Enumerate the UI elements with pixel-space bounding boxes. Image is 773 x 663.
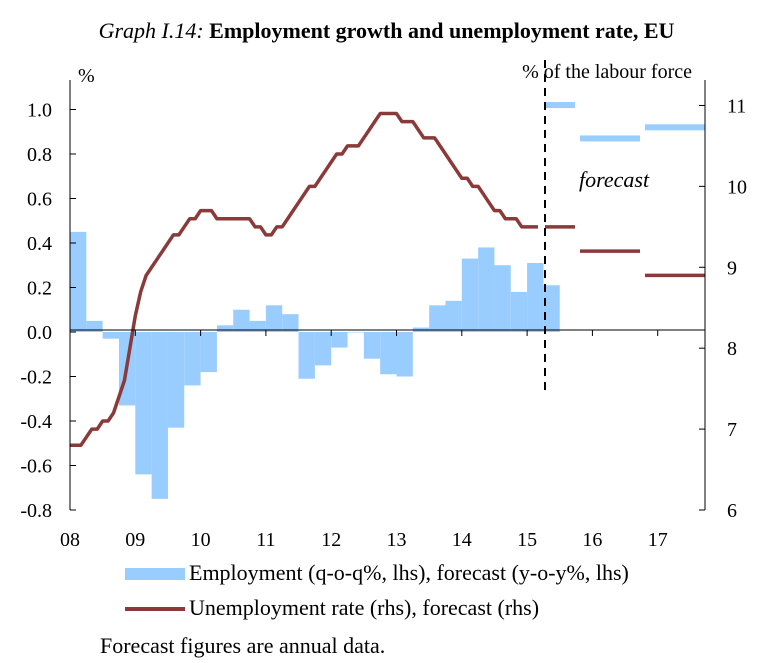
chart-title-label: Graph I.14:	[98, 18, 204, 43]
left-tick-label: -0.4	[20, 411, 52, 433]
employment-bars	[70, 231, 560, 499]
left-tick-label: 1.0	[27, 100, 52, 122]
chart-title-text: Employment growth and unemployment rate,…	[209, 18, 675, 43]
right-tick-label: 9	[727, 257, 737, 279]
employment-bar	[167, 332, 185, 428]
chart-title: Graph I.14: Employment growth and unempl…	[0, 18, 773, 44]
x-tick-label: 17	[648, 529, 668, 551]
axis-ticks: 1.0 0.8 0.6 0.4 0.2 0.0 -0.2 -0.4 -0.6 -0.8 11 10 9 8…	[20, 95, 747, 551]
x-tick-label: 16	[582, 529, 602, 551]
legend-line-swatch	[125, 607, 185, 611]
employment-bar	[510, 291, 528, 332]
employment-bar	[102, 332, 119, 339]
employment-bar	[494, 265, 511, 332]
employment-bar	[135, 332, 152, 475]
employment-forecast-mark	[645, 124, 705, 131]
employment-bar	[331, 332, 348, 348]
legend-employment-label: Employment (q-o-q%, lhs), forecast (y-o-…	[189, 560, 629, 585]
forecast-note: Forecast figures are annual data.	[100, 633, 386, 658]
unemployment-line-layer	[70, 111, 705, 448]
employment-forecast-mark	[545, 102, 575, 109]
x-tick-label: 10	[191, 529, 211, 551]
x-tick-label: 08	[60, 529, 80, 551]
employment-forecast-mark	[580, 135, 640, 142]
employment-bar	[314, 332, 332, 366]
unemployment-line	[70, 111, 538, 448]
x-tick-label: 12	[321, 529, 341, 551]
axes	[69, 80, 706, 510]
employment-bar	[396, 332, 413, 377]
right-tick-label: 8	[727, 338, 737, 360]
employment-bar	[461, 258, 479, 332]
left-tick-label: 0.0	[27, 322, 52, 344]
right-tick-label: 6	[727, 500, 737, 522]
employment-bar	[86, 320, 103, 333]
employment-bar	[249, 320, 266, 333]
left-tick-label: -0.2	[20, 367, 52, 389]
employment-bar	[380, 332, 397, 375]
employment-bar	[363, 332, 381, 359]
employment-bar	[429, 305, 446, 332]
x-tick-label: 09	[125, 529, 145, 551]
left-tick-label: 0.6	[27, 189, 52, 211]
left-tick-label: 0.8	[27, 144, 52, 166]
employment-bar	[527, 263, 544, 332]
employment-bar	[282, 314, 299, 332]
employment-bar	[347, 332, 364, 333]
x-tick-label: 15	[517, 529, 537, 551]
employment-bar	[70, 231, 87, 333]
right-tick-label: 11	[727, 95, 746, 117]
left-tick-label: -0.8	[20, 500, 52, 522]
y-axis-label-left: %	[78, 65, 95, 87]
forecast-annotation: forecast	[579, 167, 650, 192]
legend-bar-swatch	[125, 568, 185, 580]
employment-bar	[233, 309, 250, 332]
employment-bar	[151, 332, 168, 499]
right-tick-label: 10	[727, 176, 747, 198]
employment-bar	[543, 285, 560, 332]
legend-unemployment-label: Unemployment rate (rhs), forecast (rhs)	[189, 595, 540, 620]
y-axis-label-right: % of the labour force	[522, 61, 692, 83]
x-tick-label: 13	[387, 529, 407, 551]
employment-bar	[200, 332, 217, 373]
x-tick-label: 14	[452, 529, 472, 551]
left-tick-label: 0.2	[27, 278, 52, 300]
left-tick-label: -0.6	[20, 456, 52, 478]
left-tick-label: 0.4	[27, 233, 52, 255]
employment-forecast-marks	[545, 102, 705, 142]
x-tick-label: 11	[256, 529, 275, 551]
employment-bar	[216, 325, 234, 332]
employment-bar	[184, 332, 201, 386]
employment-bar	[478, 247, 495, 332]
right-tick-label: 7	[727, 419, 737, 441]
employment-bar	[445, 300, 462, 332]
employment-bar	[298, 332, 315, 379]
employment-bar	[265, 305, 283, 332]
